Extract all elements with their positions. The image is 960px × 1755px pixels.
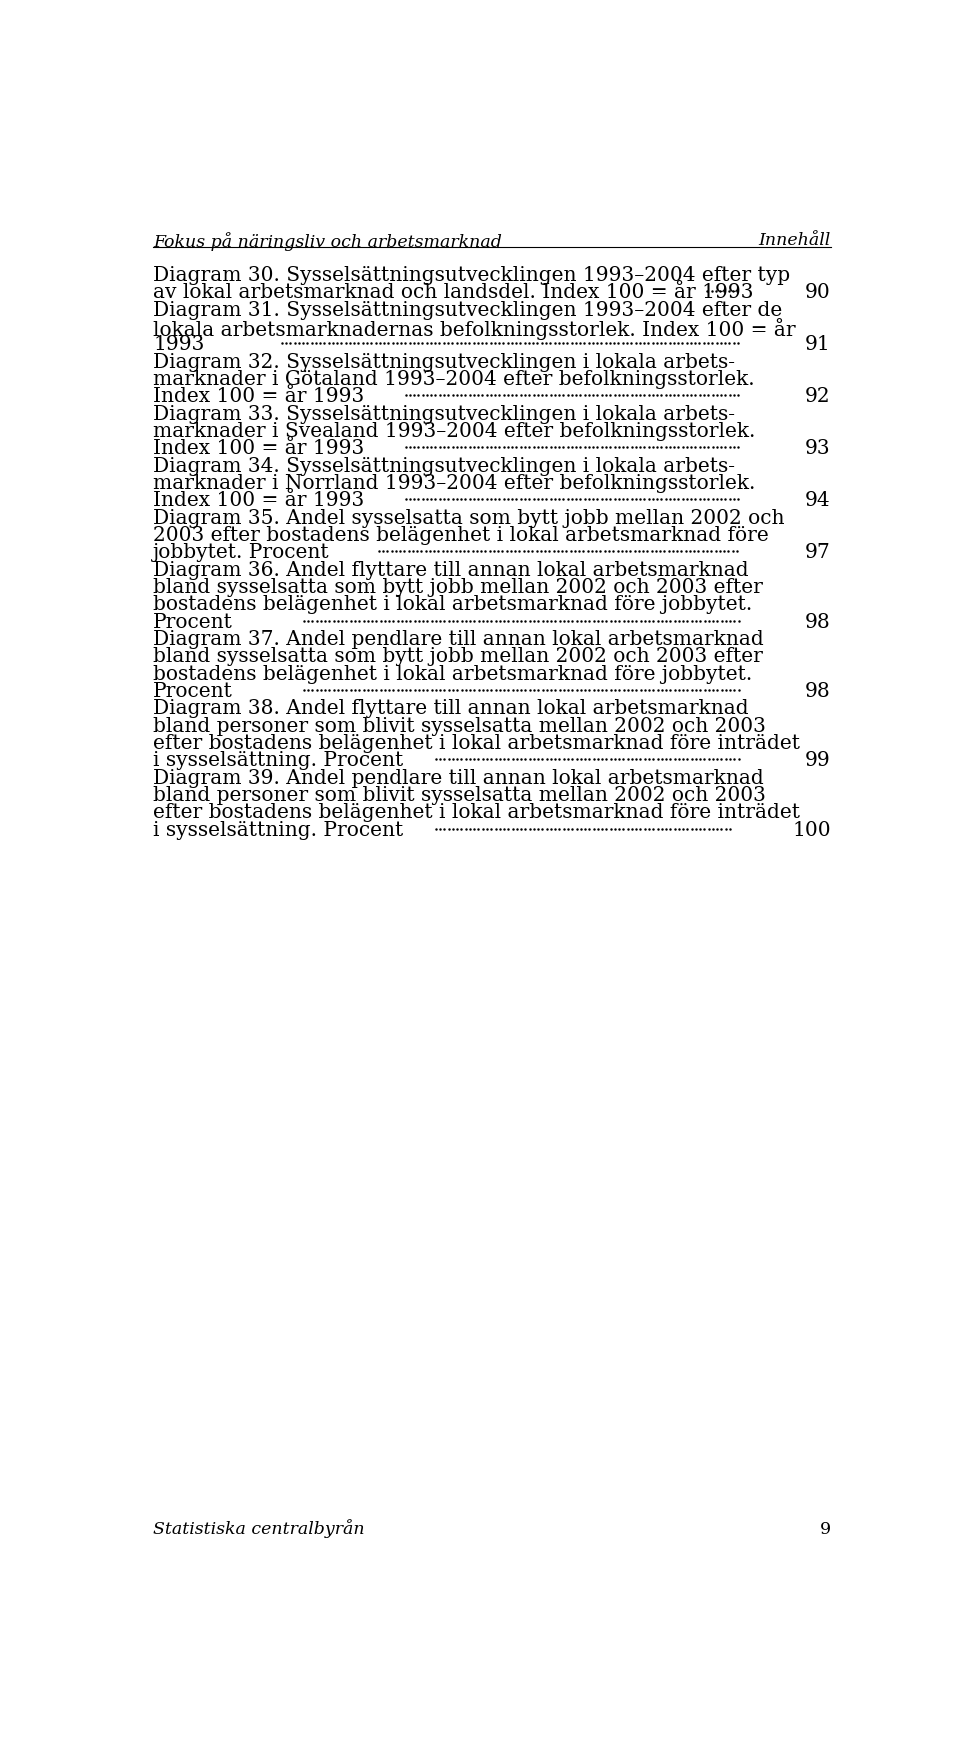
Text: 98: 98 [804,681,830,700]
Text: marknader i Svealand 1993–2004 efter befolkningsstorlek.: marknader i Svealand 1993–2004 efter bef… [154,421,756,441]
Text: Index 100 = år 1993: Index 100 = år 1993 [154,491,365,511]
Text: lokala arbetsmarknadernas befolkningsstorlek. Index 100 = år: lokala arbetsmarknadernas befolkningssto… [154,318,796,340]
Text: Index 100 = år 1993: Index 100 = år 1993 [154,388,365,405]
Text: jobbytet. Procent: jobbytet. Procent [154,542,330,562]
Text: 91: 91 [804,335,830,355]
Text: 99: 99 [804,751,830,770]
Text: Diagram 35. Andel sysselsatta som bytt jobb mellan 2002 och: Diagram 35. Andel sysselsatta som bytt j… [154,509,785,528]
Text: bland sysselsatta som bytt jobb mellan 2002 och 2003 efter: bland sysselsatta som bytt jobb mellan 2… [154,648,763,665]
Text: Procent: Procent [154,612,233,632]
Text: 1993: 1993 [154,335,204,355]
Text: Innehåll: Innehåll [758,232,830,249]
Text: marknader i Götaland 1993–2004 efter befolkningsstorlek.: marknader i Götaland 1993–2004 efter bef… [154,370,755,390]
Text: 98: 98 [804,612,830,632]
Text: bostadens belägenhet i lokal arbetsmarknad före jobbytet.: bostadens belägenhet i lokal arbetsmarkn… [154,663,753,683]
Text: Statistiska centralbyrån: Statistiska centralbyrån [154,1518,365,1537]
Text: Diagram 39. Andel pendlare till annan lokal arbetsmarknad: Diagram 39. Andel pendlare till annan lo… [154,769,764,788]
Text: Diagram 33. Sysselsättningsutvecklingen i lokala arbets-: Diagram 33. Sysselsättningsutvecklingen … [154,405,735,423]
Text: Diagram 30. Sysselsättningsutvecklingen 1993–2004 efter typ: Diagram 30. Sysselsättningsutvecklingen … [154,267,790,284]
Text: av lokal arbetsmarknad och landsdel. Index 100 = år 1993: av lokal arbetsmarknad och landsdel. Ind… [154,283,754,302]
Text: i sysselsättning. Procent: i sysselsättning. Procent [154,820,403,839]
Text: 2003 efter bostadens belägenhet i lokal arbetsmarknad före: 2003 efter bostadens belägenhet i lokal … [154,526,769,544]
Text: bland personer som blivit sysselsatta mellan 2002 och 2003: bland personer som blivit sysselsatta me… [154,716,766,735]
Text: 90: 90 [804,283,830,302]
Text: 93: 93 [805,439,830,458]
Text: Diagram 34. Sysselsättningsutvecklingen i lokala arbets-: Diagram 34. Sysselsättningsutvecklingen … [154,456,735,476]
Text: 100: 100 [792,820,830,839]
Text: Index 100 = år 1993: Index 100 = år 1993 [154,439,365,458]
Text: Diagram 37. Andel pendlare till annan lokal arbetsmarknad: Diagram 37. Andel pendlare till annan lo… [154,630,764,649]
Text: Diagram 36. Andel flyttare till annan lokal arbetsmarknad: Diagram 36. Andel flyttare till annan lo… [154,560,749,579]
Text: efter bostadens belägenhet i lokal arbetsmarknad före inträdet: efter bostadens belägenhet i lokal arbet… [154,802,801,821]
Text: bland personer som blivit sysselsatta mellan 2002 och 2003: bland personer som blivit sysselsatta me… [154,786,766,804]
Text: 9: 9 [820,1520,830,1537]
Text: bostadens belägenhet i lokal arbetsmarknad före jobbytet.: bostadens belägenhet i lokal arbetsmarkn… [154,595,753,614]
Text: marknader i Norrland 1993–2004 efter befolkningsstorlek.: marknader i Norrland 1993–2004 efter bef… [154,474,756,493]
Text: 94: 94 [805,491,830,511]
Text: 92: 92 [805,388,830,405]
Text: Fokus på näringsliv och arbetsmarknad: Fokus på näringsliv och arbetsmarknad [154,232,502,251]
Text: Procent: Procent [154,681,233,700]
Text: efter bostadens belägenhet i lokal arbetsmarknad före inträdet: efter bostadens belägenhet i lokal arbet… [154,734,801,753]
Text: i sysselsättning. Procent: i sysselsättning. Procent [154,751,403,770]
Text: Diagram 31. Sysselsättningsutvecklingen 1993–2004 efter de: Diagram 31. Sysselsättningsutvecklingen … [154,300,782,319]
Text: bland sysselsatta som bytt jobb mellan 2002 och 2003 efter: bland sysselsatta som bytt jobb mellan 2… [154,577,763,597]
Text: Diagram 38. Andel flyttare till annan lokal arbetsmarknad: Diagram 38. Andel flyttare till annan lo… [154,698,749,718]
Text: Diagram 32. Sysselsättningsutvecklingen i lokala arbets-: Diagram 32. Sysselsättningsutvecklingen … [154,353,735,372]
Text: 97: 97 [804,542,830,562]
